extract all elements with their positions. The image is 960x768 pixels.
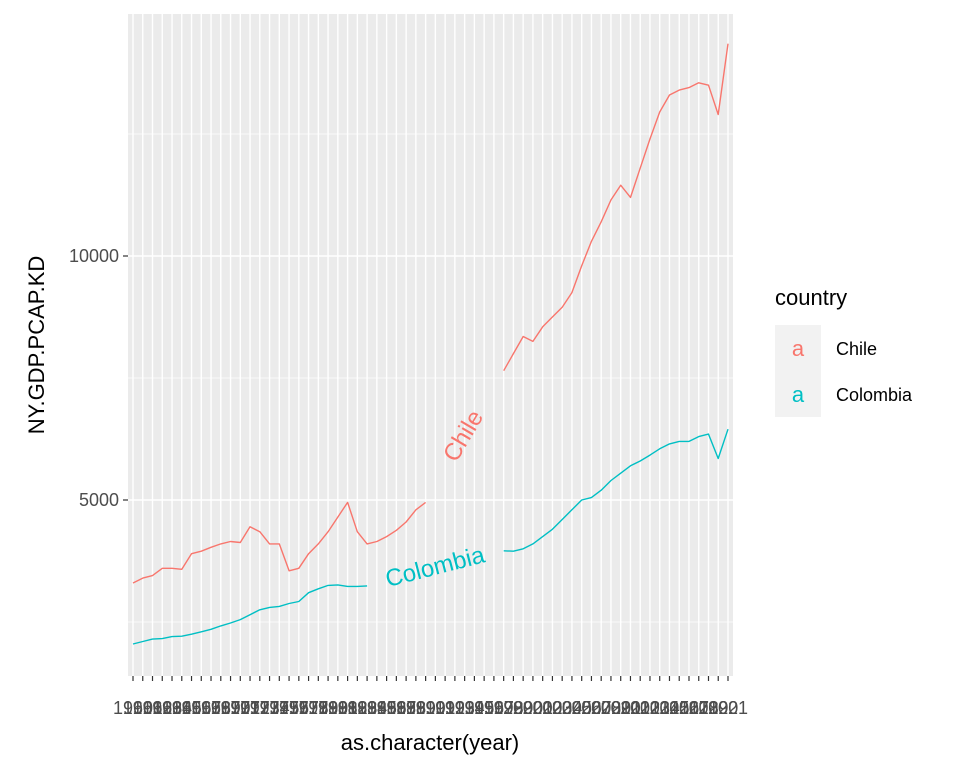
minor-gridlines (128, 133, 733, 623)
x-tick-label: 2019 (688, 698, 728, 718)
legend-key-glyph: a (792, 336, 805, 361)
x-tick-label: 2006 (562, 698, 602, 718)
x-tick-label: 1964 (152, 698, 192, 718)
x-axis: 1960196119621963196419651966196719681969… (113, 676, 748, 718)
x-tick-label: 1988 (386, 698, 426, 718)
x-tick-label: 2005 (552, 698, 592, 718)
x-tick-label: 2015 (649, 698, 689, 718)
x-tick-label: 2000 (503, 698, 543, 718)
series-line-chile (503, 43, 729, 372)
major-gridlines (128, 14, 733, 676)
x-tick-label: 2009 (591, 698, 631, 718)
y-tick-label: 10000 (69, 246, 119, 266)
x-tick-label: 1976 (269, 698, 309, 718)
x-tick-label: 1967 (181, 698, 221, 718)
x-tick-label: 1981 (318, 698, 358, 718)
x-tick-label: 1983 (337, 698, 377, 718)
x-tick-label: 1985 (357, 698, 397, 718)
x-tick-label: 1993 (435, 698, 475, 718)
x-tick-label: 2001 (513, 698, 553, 718)
x-tick-label: 1963 (142, 698, 182, 718)
legend-key-background (775, 325, 821, 371)
x-tick-label: 1990 (406, 698, 446, 718)
x-tick-label: 2012 (620, 698, 660, 718)
x-tick-label: 1972 (230, 698, 270, 718)
x-tick-label: 1961 (123, 698, 163, 718)
x-tick-label: 1979 (298, 698, 338, 718)
x-tick-label: 2007 (571, 698, 611, 718)
legend-key-glyph: a (792, 382, 805, 407)
x-tick-label: 1996 (464, 698, 504, 718)
x-tick-label: 2021 (708, 698, 748, 718)
x-tick-label: 1960 (113, 698, 153, 718)
x-tick-label: 1974 (250, 698, 290, 718)
x-axis-title: as.character(year) (341, 730, 520, 755)
x-tick-label: 2017 (669, 698, 709, 718)
series-line-chile (132, 501, 427, 584)
x-tick-label: 2010 (601, 698, 641, 718)
x-tick-label: 1969 (201, 698, 241, 718)
x-tick-label: 1982 (328, 698, 368, 718)
legend-key-background (775, 371, 821, 417)
x-tick-label: 1999 (493, 698, 533, 718)
x-tick-label: 1992 (425, 698, 465, 718)
x-tick-label: 1975 (259, 698, 299, 718)
x-tick-label: 1997 (474, 698, 514, 718)
x-tick-label: 1984 (347, 698, 387, 718)
x-tick-label: 2020 (698, 698, 738, 718)
x-tick-label: 2014 (640, 698, 680, 718)
x-tick-label: 2004 (542, 698, 582, 718)
legend-items: a Chile a Colombia (775, 325, 913, 417)
x-tick-label: 1994 (445, 698, 485, 718)
x-tick-label: 1980 (308, 698, 348, 718)
series-lines (132, 43, 729, 645)
x-tick-label: 1968 (191, 698, 231, 718)
legend: country a Chile a Colombia (775, 285, 913, 417)
x-tick-label: 2008 (581, 698, 621, 718)
x-tick-label: 1989 (396, 698, 436, 718)
legend-title: country (775, 285, 847, 310)
x-tick-label: 2018 (679, 698, 719, 718)
series-line-colombia (503, 428, 729, 552)
x-tick-label: 1995 (454, 698, 494, 718)
x-tick-label: 2002 (523, 698, 563, 718)
x-tick-label: 1962 (132, 698, 172, 718)
x-tick-label: 1965 (162, 698, 202, 718)
x-tick-label: 1978 (289, 698, 329, 718)
x-tick-label: 1986 (367, 698, 407, 718)
x-tick-label: 2011 (611, 698, 650, 718)
x-tick-label: 1998 (484, 698, 524, 718)
x-tick-label: 1966 (172, 698, 212, 718)
x-tick-label: 1991 (415, 698, 455, 718)
y-axis-title: NY.GDP.PCAP.KD (24, 256, 49, 435)
plot-panel (128, 14, 733, 676)
y-tick-label: 5000 (79, 490, 119, 510)
legend-label-colombia: Colombia (836, 385, 913, 405)
x-tick-label: 2013 (630, 698, 670, 718)
x-tick-label: 2003 (532, 698, 572, 718)
x-tick-label: 1977 (279, 698, 319, 718)
x-tick-label: 1971 (220, 698, 260, 718)
series-line-colombia (132, 584, 368, 645)
y-axis: 5000 10000 (69, 246, 128, 510)
x-tick-label: 1973 (240, 698, 280, 718)
x-tick-label: 1970 (211, 698, 251, 718)
x-tick-label: 2016 (659, 698, 699, 718)
x-tick-label: 1987 (376, 698, 416, 718)
legend-label-chile: Chile (836, 339, 877, 359)
